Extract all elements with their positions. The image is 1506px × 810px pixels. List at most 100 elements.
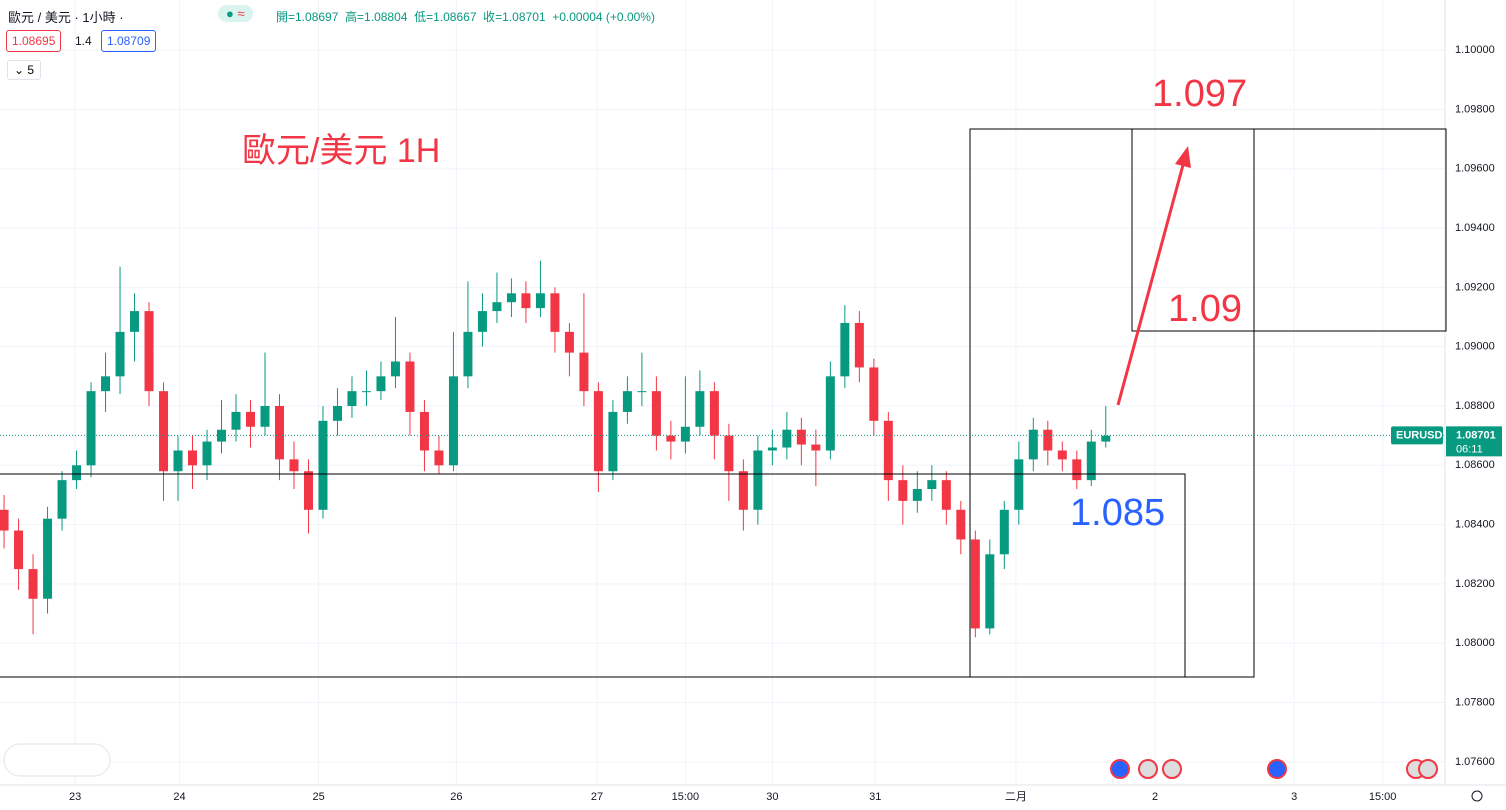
candle-body xyxy=(927,480,937,490)
candle-body xyxy=(956,509,966,540)
arrow xyxy=(1116,164,1185,406)
candle-body xyxy=(144,311,154,392)
range-box xyxy=(969,128,1255,678)
y-tick-label: 1.09600 xyxy=(1455,163,1495,175)
target-box xyxy=(1131,128,1447,332)
symbol-tag xyxy=(1391,426,1443,445)
candle-body xyxy=(999,509,1009,555)
candle-body xyxy=(405,361,415,412)
x-tick-label: 2 xyxy=(1152,791,1158,803)
candle-body xyxy=(985,554,995,629)
candle-body xyxy=(14,530,24,570)
candle-body xyxy=(448,376,458,466)
x-tick-label: 24 xyxy=(173,791,185,803)
indicator-count: 5 xyxy=(27,63,35,77)
candle-body xyxy=(579,352,589,392)
chart-title: 歐元/美元 1H xyxy=(242,132,440,170)
x-tick-label: 31 xyxy=(869,791,881,803)
settings-icon[interactable] xyxy=(1471,790,1483,802)
candle-body xyxy=(854,322,864,368)
candle-body xyxy=(188,450,198,466)
countdown: 06:11 xyxy=(1456,443,1483,455)
x-tick-label: 15:00 xyxy=(1369,791,1397,803)
indicators[interactable]: ⌄ 5 xyxy=(7,60,42,80)
candle-body xyxy=(811,444,821,451)
candle-body xyxy=(506,293,516,303)
x-tick-label: 15:00 xyxy=(672,791,700,803)
x-tick-label: 二月 xyxy=(1005,791,1027,803)
candle-body xyxy=(72,465,82,481)
y-tick-label: 1.09200 xyxy=(1455,281,1495,293)
candle-body xyxy=(608,411,618,472)
annotation: 1.097 xyxy=(1152,73,1247,115)
candle-body xyxy=(303,471,313,510)
candle-body xyxy=(28,569,38,599)
candle-body xyxy=(535,293,545,309)
event-icon[interactable] xyxy=(1267,759,1287,779)
event-icon[interactable] xyxy=(1162,759,1182,779)
candle-body xyxy=(782,429,792,448)
y-tick-label: 1.07600 xyxy=(1455,756,1495,768)
candle-body xyxy=(840,322,850,377)
candle-body xyxy=(1014,459,1024,510)
candle-body xyxy=(231,411,241,430)
event-icon[interactable] xyxy=(1110,759,1130,779)
y-tick-label: 1.07800 xyxy=(1455,696,1495,708)
annotation: 1.09 xyxy=(1168,288,1242,330)
ask[interactable]: 1.08709 xyxy=(101,30,157,52)
candle-body xyxy=(86,391,96,466)
approx: ≈ xyxy=(237,6,245,21)
y-tick-label: 1.09800 xyxy=(1455,103,1495,115)
candle-body xyxy=(202,441,212,466)
candle-body xyxy=(564,331,574,353)
candle-body xyxy=(695,391,705,427)
y-tick-label: 1.08000 xyxy=(1455,637,1495,649)
candle-body xyxy=(550,293,560,332)
candle-body xyxy=(376,376,386,392)
candle-body xyxy=(521,293,531,309)
candle-body xyxy=(492,302,502,312)
candle-body xyxy=(767,447,777,451)
candle-body xyxy=(332,405,342,421)
candle-body xyxy=(101,376,111,392)
scroll-pill[interactable] xyxy=(3,743,111,777)
candle-body xyxy=(825,376,835,451)
candle-body xyxy=(1057,450,1067,460)
candle-body xyxy=(1101,435,1111,442)
candle-body xyxy=(622,391,632,412)
candle-body xyxy=(477,311,487,332)
candle-body xyxy=(796,429,806,445)
bid[interactable]: 1.08695 xyxy=(6,30,62,52)
candle-body xyxy=(390,361,400,377)
candle-body xyxy=(724,435,734,472)
candle-body xyxy=(130,311,140,332)
candle-body xyxy=(347,391,357,406)
candle-body xyxy=(57,480,67,519)
candle-body xyxy=(43,518,53,599)
candle-body xyxy=(593,391,603,472)
y-tick-label: 1.08400 xyxy=(1455,519,1495,531)
x-tick-label: 27 xyxy=(591,791,603,803)
status[interactable]: ● ≈ xyxy=(218,5,253,22)
arrow-head xyxy=(1175,146,1191,168)
candle-body xyxy=(666,435,676,442)
x-tick-label: 30 xyxy=(766,791,778,803)
event-icon[interactable] xyxy=(1138,759,1158,779)
candle-body xyxy=(637,391,647,393)
price-tag xyxy=(1446,426,1502,457)
candle-body xyxy=(419,411,429,451)
candle-body xyxy=(1028,429,1038,460)
x-tick-label: 23 xyxy=(69,791,81,803)
candle-body xyxy=(898,480,908,501)
candle-body xyxy=(709,391,719,436)
candle-body xyxy=(274,405,284,460)
candle-body xyxy=(941,480,951,510)
event-icon[interactable] xyxy=(1418,759,1438,779)
y-tick-label: 1.09000 xyxy=(1455,341,1495,353)
candle-body xyxy=(0,509,9,531)
candle-body xyxy=(260,405,270,427)
candle-body xyxy=(869,367,879,421)
candle-body xyxy=(289,459,299,472)
candle-body xyxy=(115,331,125,377)
